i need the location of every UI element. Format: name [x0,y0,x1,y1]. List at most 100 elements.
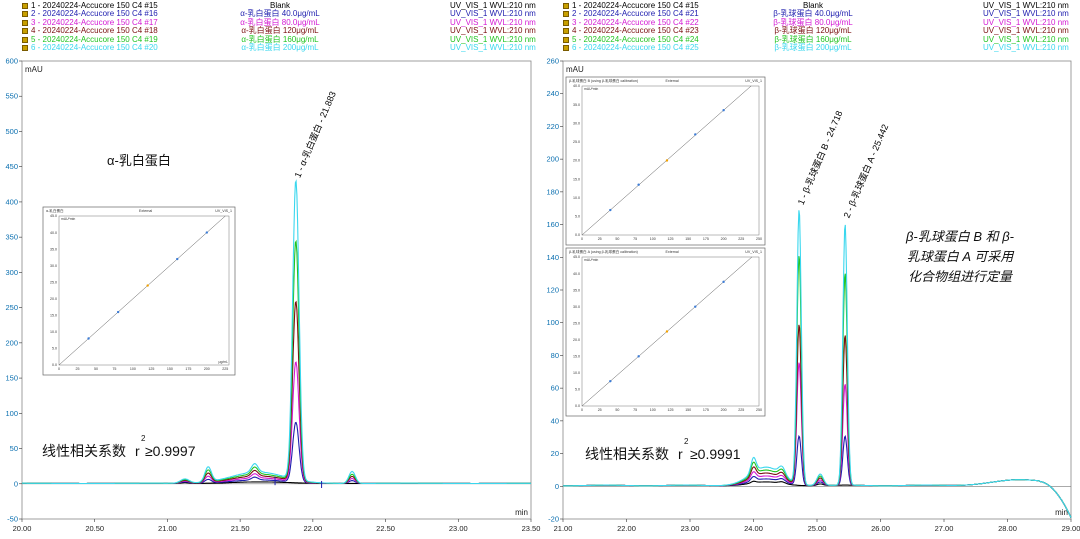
inset-frame [42,206,236,376]
legend-sample: Blank [802,1,824,10]
legend-channel: UV_VIS_1 WVL:210 nm [450,26,536,36]
inset-y-tick-label: 10.0 [573,371,580,375]
r-exponent: 2 [141,434,146,443]
calibration-point [665,330,669,333]
inset-x-tick-label: 175 [703,408,709,412]
inset-y-tick-label: 35.0 [50,247,57,251]
legend-channel: UV_VIS_1 WVL:210 nm [450,42,536,52]
inset-x-tick-label: 25 [75,367,79,371]
calibration-point [146,284,149,287]
y-tick-label: 350 [5,233,18,242]
inset-channel: UV_VIS_1 [745,250,762,254]
inset-x-tick-label: 50 [94,367,98,371]
series-trace-6 [22,179,531,485]
y-tick-label: 200 [546,155,559,164]
calibration-point [722,280,725,284]
inset-x-tick-label: 125 [668,237,674,241]
inset-x-tick-label: 200 [204,367,210,371]
inset-y-unit: mAU*min [584,258,598,262]
inset-x-tick-label: 50 [615,237,619,241]
r-symbol: r [135,443,140,459]
chromatogram-icon [22,3,28,9]
legend-sample: β-乳球蛋白 120μg/mL [774,26,852,36]
legend-sample: α-乳白蛋白 200μg/mL [241,42,319,52]
inset-x-tick-label: 150 [685,408,691,412]
chromatogram-icon [22,44,28,51]
inset-plot-frame [581,85,760,236]
inset-y-tick-label: 30.0 [573,305,580,309]
inset-y-tick-label: 5.0 [575,388,580,392]
inset-x-tick-label: 225 [222,367,228,371]
y-tick-label: 220 [546,122,559,131]
x-tick-label: 26.00 [871,524,890,533]
inset-x-tick-label: 100 [650,237,656,241]
inset-x-tick-label: 100 [130,367,136,371]
inset-x-tick-label: 0 [58,367,60,371]
chromatogram-icon [563,3,569,9]
inset-x-tick-label: 75 [633,408,637,412]
y-tick-label: 160 [546,220,559,229]
legend-trace-name: 5 - 20240224-Accucore 150 C4 #24 [572,34,699,44]
calibration-point [87,337,90,340]
inset-x-tick-label: 150 [685,237,691,241]
chromatogram-icon [563,36,569,43]
series-trace-6 [563,210,1072,518]
calibration-point [694,305,697,308]
legend-channel: UV_VIS_1 WVL:210 nm [983,9,1069,19]
legend-trace-name: 6 - 20240224-Accucore 150 C4 #20 [31,42,158,52]
inset-y-tick-label: 15.0 [50,314,57,318]
r-exponent: 2 [684,437,689,446]
inset-y-tick-label: 10.0 [50,330,57,334]
inset-y-tick-label: 30.0 [573,121,580,125]
legend-channel: UV_VIS_1 WVL:210 nm [983,26,1069,36]
inset-x-tick-label: 175 [703,237,709,241]
x-axis-label: min [515,508,528,517]
x-tick-label: 25.00 [808,524,827,533]
inset-x-tick-label: 250 [756,237,762,241]
legend-channel: UV_VIS_1 WVL:210 nm [450,34,536,44]
inset-x-tick-label: 175 [185,367,191,371]
inset-y-unit: mAU*min [61,217,75,221]
inset-x-tick-label: 225 [738,408,744,412]
inset-y-tick-label: 30.0 [50,264,57,268]
legend-sample: β-乳球蛋白 80.0μg/mL [773,17,853,27]
calibration-point [665,159,669,162]
y-tick-label: 550 [5,92,18,101]
inset-channel: UV_VIS_1 [215,209,232,213]
inset-x-tick-label: 100 [650,408,656,412]
compound-annotation: α-乳白蛋白 [107,153,171,168]
legend-trace-name: 4 - 20240224-Accucore 150 C4 #23 [572,26,699,36]
legend-sample: β-乳球蛋白 200μg/mL [774,42,852,52]
inset-fit-line [58,215,226,366]
inset-y-tick-label: 5.0 [575,215,580,219]
inset-x-tick-label: 75 [112,367,116,371]
inset-x-tick-label: 250 [756,408,762,412]
y-tick-label: 200 [5,338,18,347]
y-tick-label: 40 [551,416,559,425]
y-tick-label: 100 [546,318,559,327]
y-tick-label: 180 [546,187,559,196]
x-tick-label: 21.00 [158,524,177,533]
inset-x-tick-label: 75 [633,237,637,241]
legend-trace-name: 6 - 20240224-Accucore 150 C4 #25 [572,42,699,52]
inset-x-tick-label: 200 [721,237,727,241]
y-tick-label: 600 [5,57,18,66]
inset-y-tick-label: 35.0 [573,103,580,107]
inset-y-tick-label: 0.0 [575,233,580,237]
y-tick-label: 60 [551,384,559,393]
x-tick-label: 22.00 [303,524,322,533]
peak-label: 1 - β-乳球蛋白 B - 24.718 [795,109,845,206]
inset-x-tick-label: 50 [615,408,619,412]
linearity-label: 线性相关系数 [42,443,126,459]
inset-y-tick-label: 45.0 [573,255,580,259]
x-tick-label: 23.50 [522,524,541,533]
inset-title: β-乳球蛋白 A (using β-乳球蛋白 calibration) [569,249,638,254]
linearity-value: ≥0.9997 [145,443,196,459]
inset-frame [565,247,766,417]
calibration-point [722,109,725,112]
legend-channel: UV_VIS_1 WVL:210 nm [450,17,536,27]
inset-y-tick-label: 35.0 [573,288,580,292]
y-tick-label: -50 [7,515,18,524]
y-tick-label: 450 [5,162,18,171]
